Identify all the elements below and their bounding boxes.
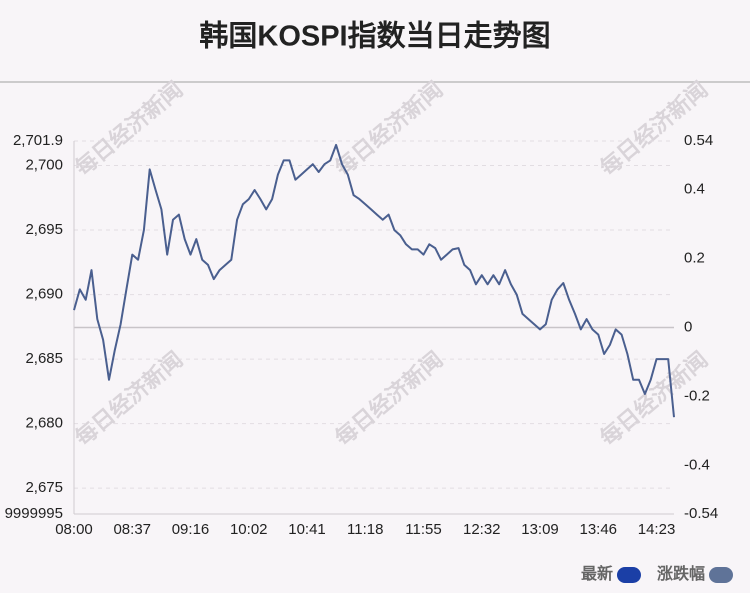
y-tick-label: 9999995 (5, 505, 63, 522)
y-tick-label: 2,675 (25, 479, 63, 496)
legend-label: 最新 (581, 564, 613, 583)
x-tick-label: 11:18 (347, 521, 383, 538)
x-tick-label: 08:00 (55, 521, 93, 538)
legend-swatch (616, 567, 641, 583)
y2-tick-label: -0.54 (684, 505, 718, 522)
x-tick-label: 13:46 (579, 521, 617, 538)
x-tick-label: 08:37 (113, 521, 151, 538)
x-tick-label: 14:23 (638, 521, 676, 538)
legend-label: 涨跌幅 (657, 564, 705, 583)
x-tick-label: 10:41 (288, 521, 326, 538)
y2-tick-label: -0.4 (684, 457, 710, 474)
y-tick-label: 2,680 (25, 415, 63, 432)
y2-tick-label: 0.54 (684, 132, 713, 149)
y-tick-label: 2,690 (25, 286, 63, 303)
y2-tick-label: -0.2 (684, 388, 710, 405)
x-tick-label: 13:09 (521, 521, 559, 538)
chart-title: 韩国KOSPI指数当日走势图 (199, 20, 550, 53)
x-tick-label: 11:55 (405, 521, 441, 538)
y2-tick-label: 0.4 (684, 180, 705, 197)
price-line (73, 143, 675, 418)
y-tick-label: 2,701.9 (13, 132, 63, 149)
x-tick-label: 10:02 (230, 521, 268, 538)
y-tick-label: 2,695 (25, 221, 63, 238)
y-tick-label: 2,700 (25, 156, 63, 173)
y-tick-label: 2,685 (25, 350, 63, 367)
legend-swatch (709, 567, 733, 583)
y2-tick-label: 0 (684, 318, 692, 335)
y2-tick-label: 0.2 (684, 249, 705, 266)
x-tick-label: 12:32 (463, 521, 501, 538)
x-tick-label: 09:16 (172, 521, 210, 538)
